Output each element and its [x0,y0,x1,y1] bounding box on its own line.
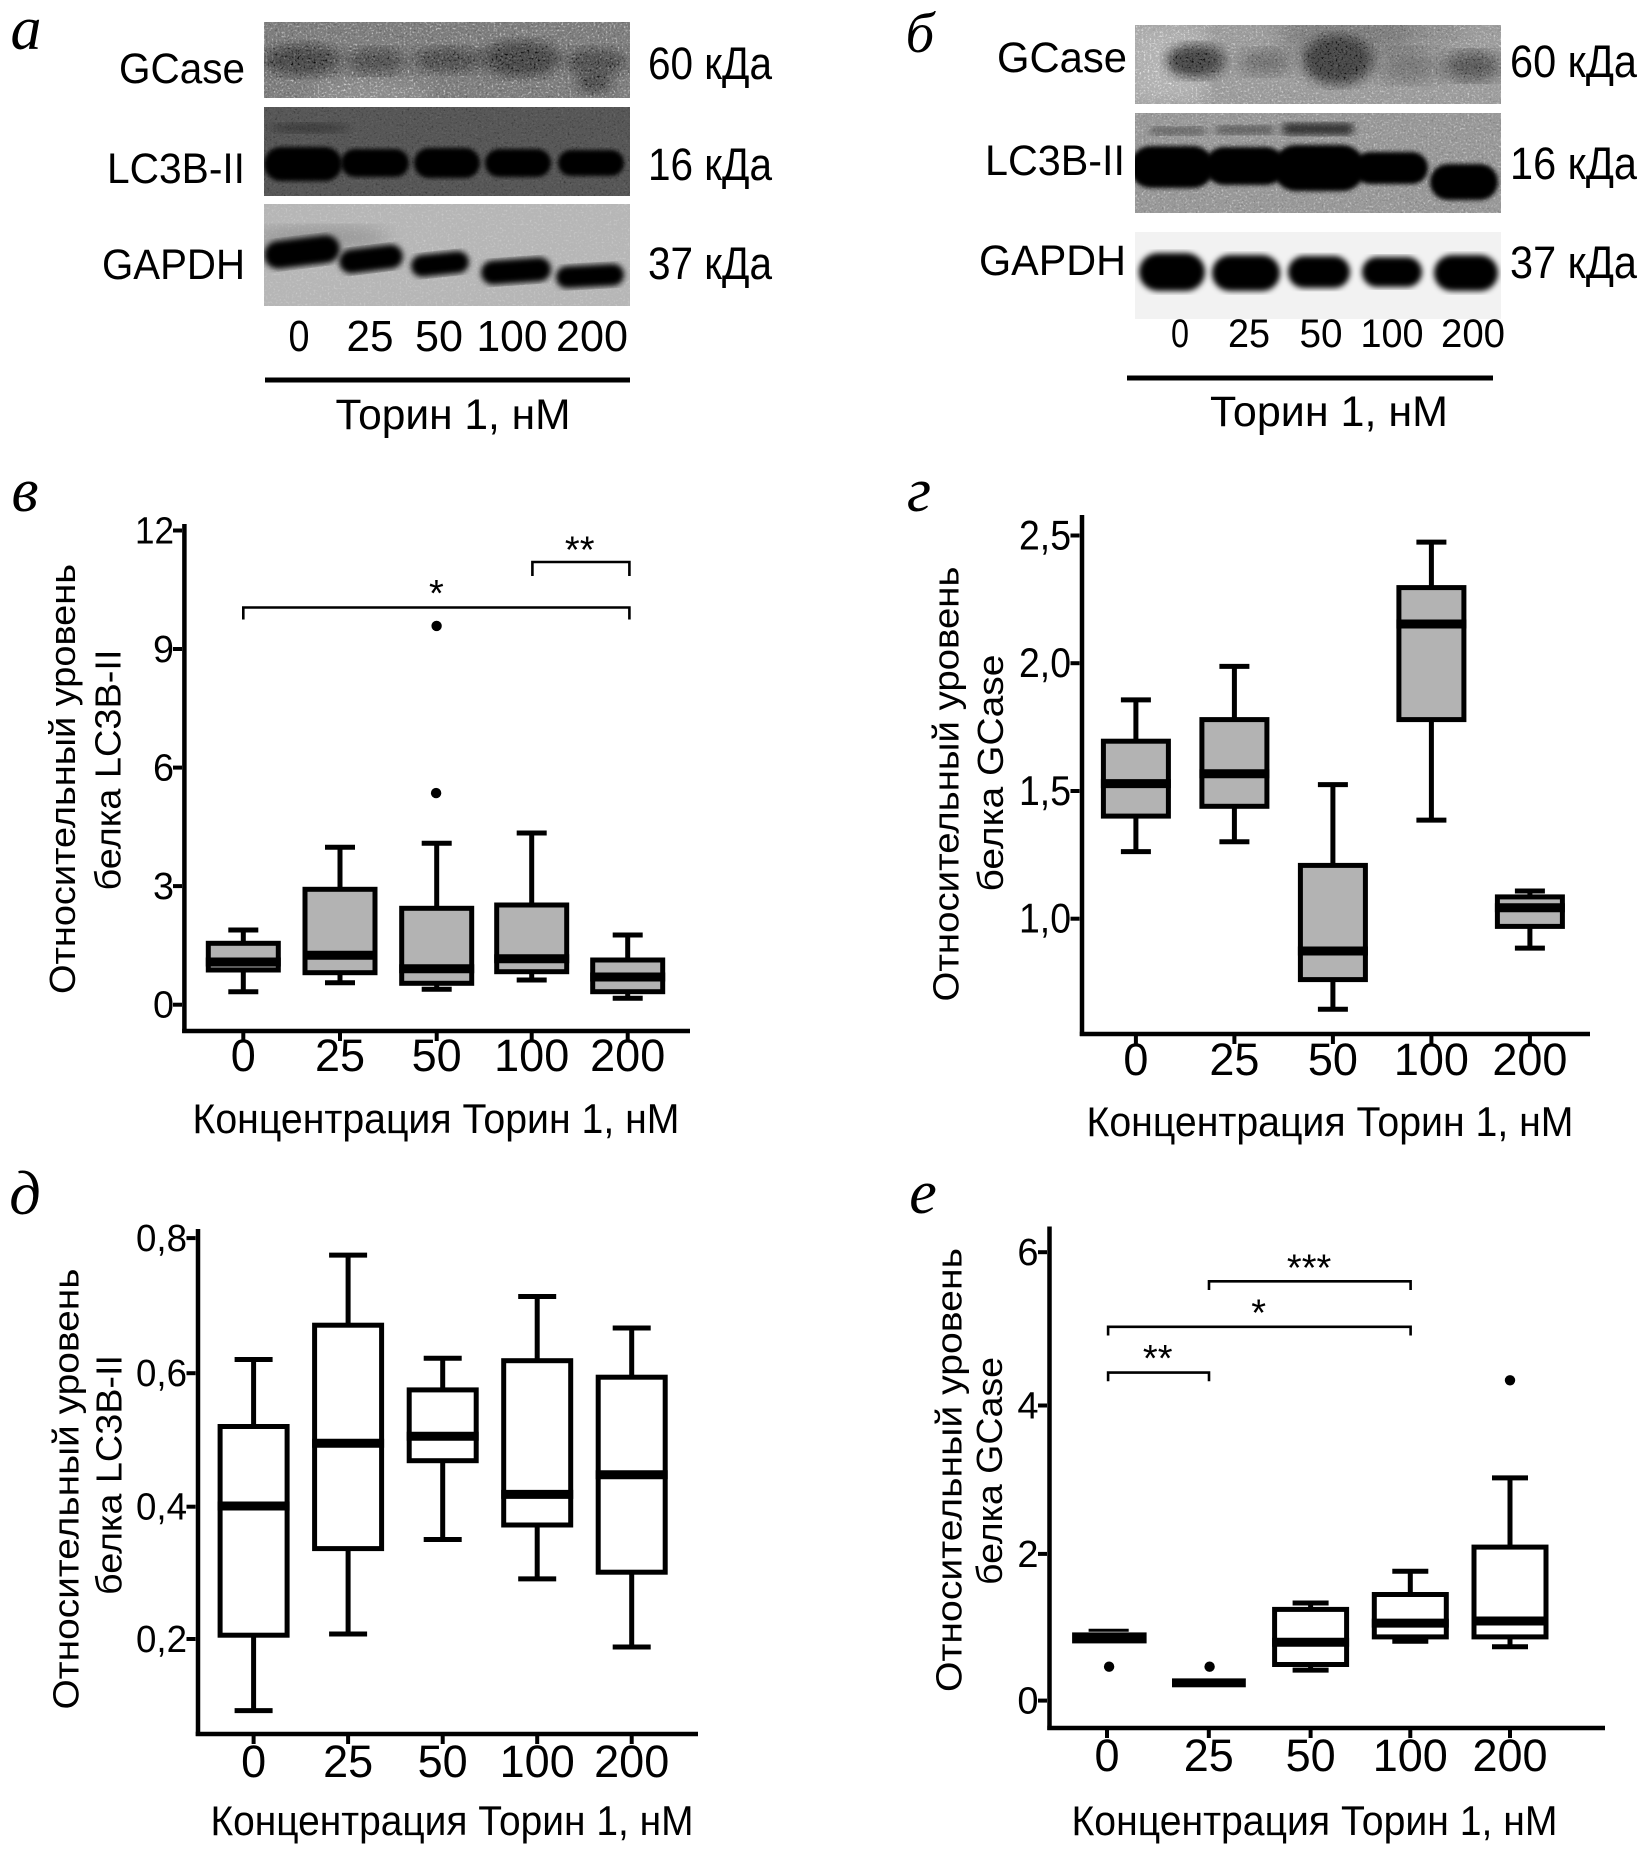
svg-text:Торин 1, нМ: Торин 1, нМ [1210,388,1448,436]
svg-text:2,5: 2,5 [1019,512,1071,559]
svg-text:25: 25 [315,1030,365,1081]
svg-text:0: 0 [1017,1681,1038,1723]
svg-text:Концентрация Торин 1, нМ: Концентрация Торин 1, нМ [1072,1797,1558,1844]
svg-text:Концентрация Торин 1, нМ: Концентрация Торин 1, нМ [193,1095,680,1142]
svg-text:белка LC3B-II: белка LC3B-II [89,1355,130,1595]
svg-text:*: * [429,573,444,615]
svg-text:16 кДа: 16 кДа [1510,138,1638,189]
svg-text:2,0: 2,0 [1019,639,1071,686]
svg-text:100: 100 [477,312,548,361]
svg-text:0: 0 [241,1736,266,1787]
svg-text:25: 25 [323,1736,373,1787]
svg-text:200: 200 [594,1736,669,1787]
svg-text:б: б [906,2,937,65]
svg-text:100: 100 [1361,312,1424,356]
svg-text:50: 50 [418,1736,468,1787]
svg-text:100: 100 [1373,1730,1448,1781]
svg-text:100: 100 [494,1030,569,1081]
svg-text:12: 12 [135,511,174,553]
svg-text:**: ** [1143,1338,1173,1380]
svg-text:1,5: 1,5 [1019,767,1071,814]
svg-text:3: 3 [153,866,174,908]
svg-text:0,4: 0,4 [136,1487,187,1529]
svg-text:LC3B-II: LC3B-II [985,137,1125,185]
svg-text:*: * [1251,1292,1266,1334]
svg-text:200: 200 [1441,312,1505,356]
svg-text:50: 50 [1308,1034,1358,1085]
svg-text:1,0: 1,0 [1019,895,1071,942]
svg-text:0,8: 0,8 [136,1218,187,1260]
svg-text:25: 25 [1228,312,1270,356]
svg-text:GAPDH: GAPDH [102,241,245,289]
svg-text:0: 0 [153,985,174,1027]
svg-text:GAPDH: GAPDH [979,237,1126,285]
svg-text:Концентрация Торин 1, нМ: Концентрация Торин 1, нМ [1087,1098,1574,1145]
svg-text:белка LC3B-II: белка LC3B-II [88,650,129,891]
svg-text:белка GCase: белка GCase [970,655,1011,892]
svg-text:0: 0 [1123,1034,1148,1085]
svg-text:в: в [12,457,39,525]
svg-text:9: 9 [153,629,174,671]
svg-text:50: 50 [415,312,463,361]
svg-text:60 кДа: 60 кДа [1510,36,1638,87]
svg-text:Концентрация Торин 1, нМ: Концентрация Торин 1, нМ [211,1797,694,1844]
svg-text:LC3B-II: LC3B-II [107,145,245,193]
svg-text:белка GCase: белка GCase [969,1357,1010,1585]
svg-text:0,2: 0,2 [136,1619,187,1661]
svg-text:25: 25 [1184,1730,1234,1781]
svg-text:0: 0 [289,312,310,361]
svg-text:200: 200 [590,1030,665,1081]
svg-text:Относительный уровень: Относительный уровень [46,1269,87,1710]
svg-text:0: 0 [1171,312,1189,356]
svg-text:60 кДа: 60 кДа [648,38,773,89]
svg-text:200: 200 [1472,1730,1547,1781]
svg-text:а: а [11,0,42,63]
svg-text:25: 25 [1209,1034,1259,1085]
svg-text:0: 0 [231,1030,256,1081]
svg-text:Относительный уровень: Относительный уровень [926,567,967,1002]
svg-text:0,6: 0,6 [136,1353,187,1395]
svg-text:100: 100 [1394,1034,1469,1085]
svg-text:100: 100 [500,1736,575,1787]
svg-text:е: е [909,1159,937,1227]
svg-text:50: 50 [1300,312,1343,356]
svg-text:200: 200 [556,312,628,361]
svg-text:50: 50 [1286,1730,1336,1781]
svg-text:37 кДа: 37 кДа [1510,237,1638,288]
svg-text:200: 200 [1492,1034,1567,1085]
svg-text:GCase: GCase [997,34,1127,82]
svg-text:2: 2 [1017,1534,1038,1576]
svg-text:37 кДа: 37 кДа [648,238,773,289]
svg-text:50: 50 [412,1030,462,1081]
svg-text:GCase: GCase [119,45,245,93]
svg-text:Торин 1, нМ: Торин 1, нМ [336,391,571,439]
svg-text:6: 6 [153,748,174,790]
svg-text:***: *** [1287,1247,1332,1289]
svg-text:**: ** [565,530,595,572]
svg-text:Относительный уровень: Относительный уровень [42,564,83,994]
svg-text:Относительный уровень: Относительный уровень [929,1248,970,1692]
svg-text:0: 0 [1094,1730,1119,1781]
svg-text:25: 25 [347,312,394,361]
svg-text:16 кДа: 16 кДа [648,139,773,190]
svg-text:г: г [907,457,931,525]
svg-text:д: д [9,1160,40,1228]
svg-text:4: 4 [1017,1386,1038,1428]
svg-text:6: 6 [1017,1232,1038,1274]
